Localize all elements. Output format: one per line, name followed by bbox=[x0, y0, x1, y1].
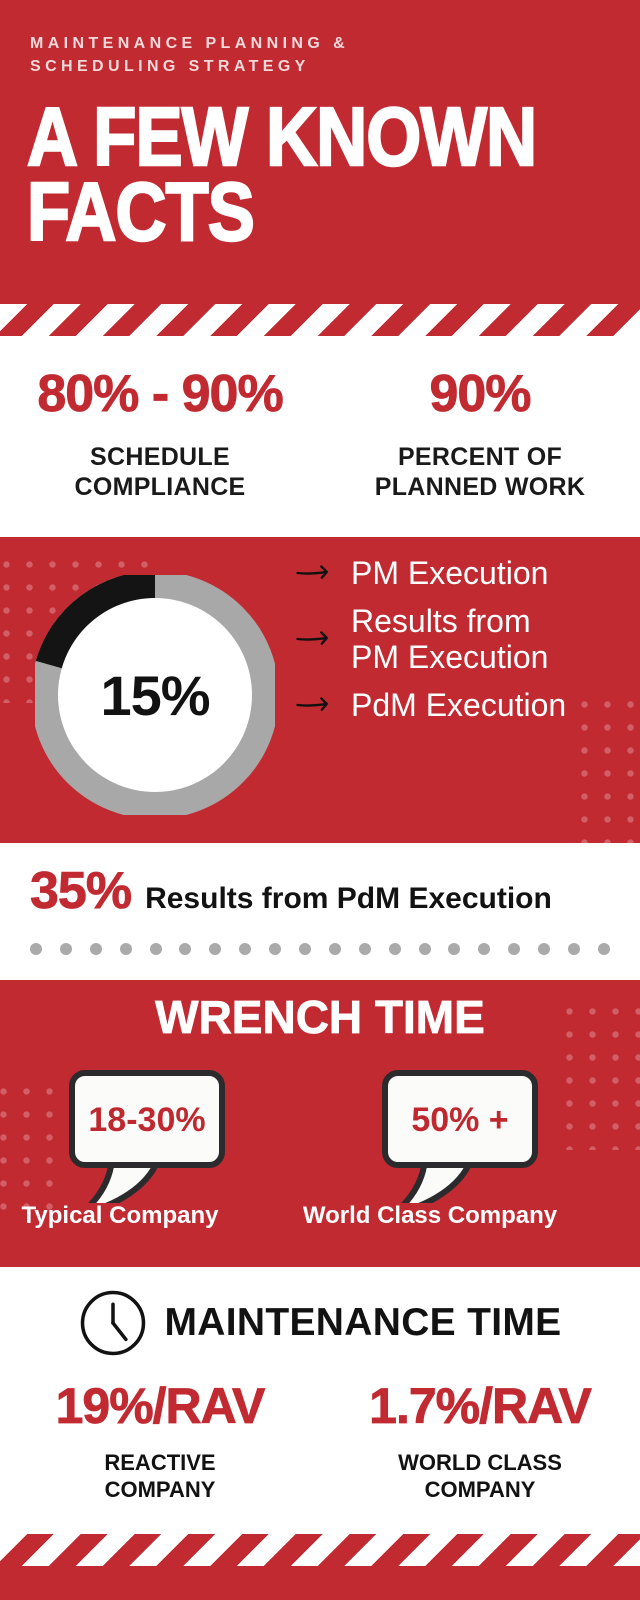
svg-text:18-30%: 18-30% bbox=[88, 1101, 205, 1139]
svg-text:50% +: 50% + bbox=[411, 1101, 508, 1139]
